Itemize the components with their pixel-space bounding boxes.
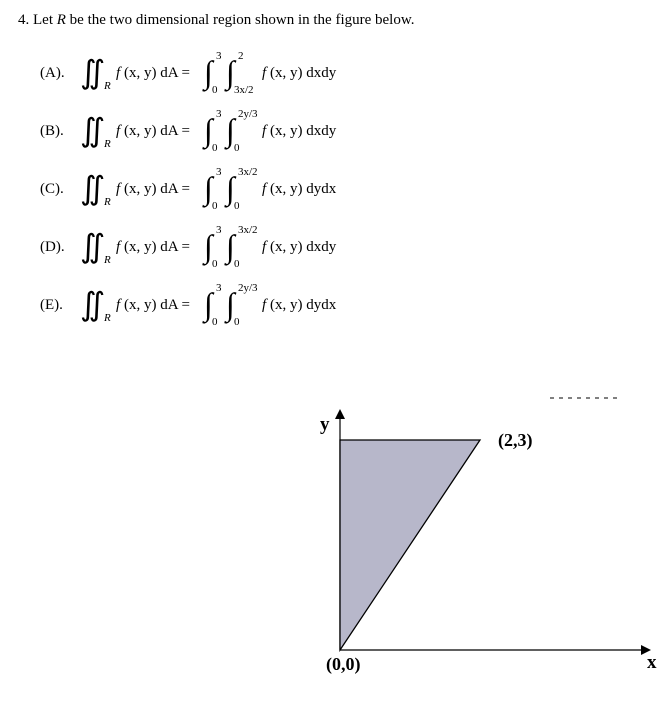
page: 4. Let R be the two dimensional region s…	[0, 0, 668, 704]
answers-block: (A).∬Rf(x, y) dA =∫30∫23x/2f(x, y) dxdy …	[0, 47, 668, 327]
svg-text:(x, y) dxdy: (x, y) dxdy	[270, 239, 337, 255]
svg-text:R: R	[103, 80, 111, 92]
option-d: (D).∬Rf(x, y) dA =∫30∫3x/20f(x, y) dxdy	[40, 221, 668, 269]
figure-svg: y x (0,0) (2,3)	[300, 390, 660, 690]
svg-text:f: f	[116, 123, 122, 139]
svg-text:2: 2	[238, 50, 244, 62]
svg-text:3: 3	[216, 224, 222, 236]
svg-text:y: y	[320, 414, 330, 435]
option-a: (A).∬Rf(x, y) dA =∫30∫23x/2f(x, y) dxdy	[40, 47, 668, 95]
svg-text:0: 0	[212, 316, 218, 327]
svg-text:x: x	[647, 652, 657, 673]
question-line: 4. Let R be the two dimensional region s…	[0, 12, 668, 29]
svg-text:f: f	[262, 239, 268, 255]
svg-text:(A).: (A).	[40, 65, 65, 81]
svg-text:3: 3	[216, 166, 222, 178]
question-text-prefix: Let	[33, 12, 57, 28]
svg-text:(x, y) dydx: (x, y) dydx	[270, 297, 337, 313]
svg-text:R: R	[103, 254, 111, 266]
question-text-rest: be the two dimensional region shown in t…	[66, 12, 415, 28]
svg-text:(x, y) dA =: (x, y) dA =	[124, 239, 190, 255]
svg-text:3x/2: 3x/2	[234, 84, 254, 95]
option-c: (C).∬Rf(x, y) dA =∫30∫3x/20f(x, y) dydx	[40, 163, 668, 211]
svg-text:(x, y) dA =: (x, y) dA =	[124, 123, 190, 139]
svg-text:2y/3: 2y/3	[238, 108, 258, 120]
svg-text:0: 0	[212, 142, 218, 153]
svg-text:(x, y) dydx: (x, y) dydx	[270, 181, 337, 197]
svg-text:(D).: (D).	[40, 239, 65, 255]
svg-text:(x, y) dA =: (x, y) dA =	[124, 65, 190, 81]
svg-text:(x, y) dxdy: (x, y) dxdy	[270, 123, 337, 139]
svg-text:(2,3): (2,3)	[498, 430, 533, 451]
svg-text:3: 3	[216, 50, 222, 62]
region-symbol: R	[57, 12, 66, 28]
svg-text:f: f	[116, 239, 122, 255]
svg-text:0: 0	[234, 258, 240, 269]
svg-text:2y/3: 2y/3	[238, 282, 258, 294]
svg-text:0: 0	[212, 200, 218, 211]
option-b: (B).∬Rf(x, y) dA =∫30∫2y/30f(x, y) dxdy	[40, 105, 668, 153]
svg-text:R: R	[103, 312, 111, 324]
svg-text:0: 0	[234, 316, 240, 327]
svg-text:3: 3	[216, 108, 222, 120]
svg-text:3: 3	[216, 282, 222, 294]
svg-text:f: f	[262, 297, 268, 313]
svg-text:f: f	[116, 65, 122, 81]
svg-text:3x/2: 3x/2	[238, 166, 258, 178]
svg-text:(x, y) dxdy: (x, y) dxdy	[270, 65, 337, 81]
svg-text:(C).: (C).	[40, 181, 64, 197]
svg-text:(0,0): (0,0)	[326, 654, 361, 675]
svg-text:0: 0	[212, 84, 218, 95]
svg-text:(E).: (E).	[40, 297, 63, 313]
svg-text:∬: ∬	[80, 54, 105, 90]
svg-text:∬: ∬	[80, 228, 105, 264]
svg-text:f: f	[262, 65, 268, 81]
svg-text:f: f	[116, 297, 122, 313]
question-number: 4.	[18, 12, 29, 28]
svg-text:f: f	[116, 181, 122, 197]
svg-text:0: 0	[234, 200, 240, 211]
svg-text:(x, y) dA =: (x, y) dA =	[124, 297, 190, 313]
svg-text:0: 0	[212, 258, 218, 269]
svg-text:3x/2: 3x/2	[238, 224, 258, 236]
svg-text:R: R	[103, 138, 111, 150]
svg-text:∬: ∬	[80, 112, 105, 148]
svg-text:∬: ∬	[80, 170, 105, 206]
svg-text:R: R	[103, 196, 111, 208]
svg-text:f: f	[262, 123, 268, 139]
svg-text:∬: ∬	[80, 286, 105, 322]
svg-text:f: f	[262, 181, 268, 197]
svg-text:(x, y) dA =: (x, y) dA =	[124, 181, 190, 197]
figure: y x (0,0) (2,3)	[300, 390, 660, 690]
option-e: (E).∬Rf(x, y) dA =∫30∫2y/30f(x, y) dydx	[40, 279, 668, 327]
svg-text:(B).: (B).	[40, 123, 64, 139]
svg-text:0: 0	[234, 142, 240, 153]
